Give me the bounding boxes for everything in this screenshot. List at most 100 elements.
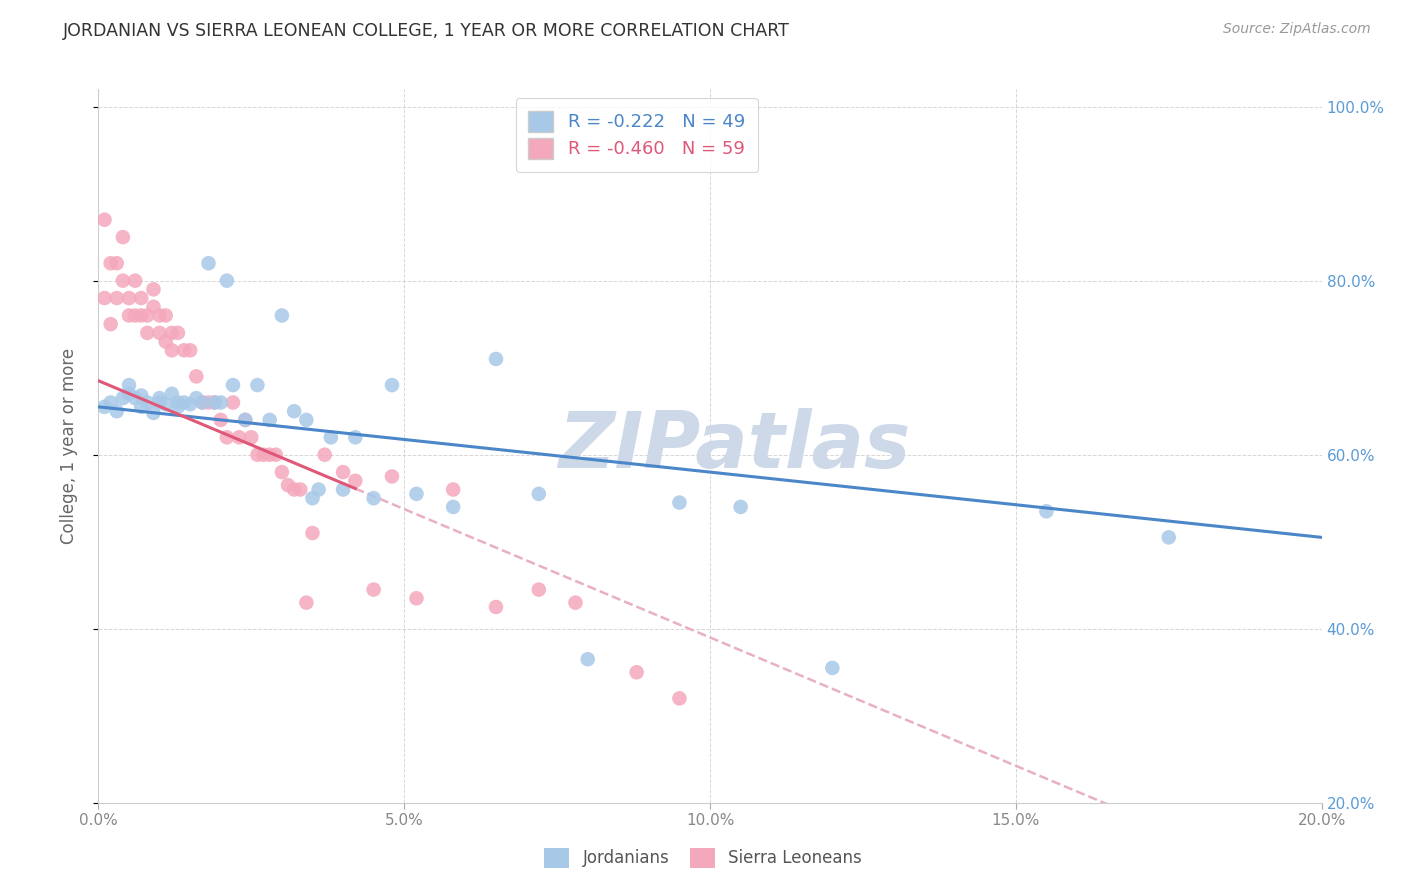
Point: [527, 582, 550, 597]
Point: [142, 406, 165, 420]
Point: [149, 326, 172, 340]
Point: [149, 391, 172, 405]
Point: [93, 400, 115, 414]
Point: [111, 230, 134, 244]
Point: [167, 326, 190, 340]
Point: [209, 395, 232, 409]
Point: [149, 309, 172, 323]
Legend: Jordanians, Sierra Leoneans: Jordanians, Sierra Leoneans: [537, 841, 869, 875]
Point: [485, 599, 508, 614]
Point: [93, 291, 115, 305]
Point: [155, 309, 177, 323]
Point: [209, 413, 232, 427]
Point: [204, 395, 226, 409]
Point: [105, 256, 128, 270]
Point: [730, 500, 752, 514]
Point: [259, 448, 281, 462]
Point: [111, 391, 134, 405]
Point: [314, 448, 336, 462]
Point: [215, 430, 238, 444]
Text: ZIPatlas: ZIPatlas: [558, 408, 911, 484]
Point: [155, 334, 177, 349]
Point: [259, 413, 281, 427]
Point: [233, 413, 256, 427]
Point: [105, 404, 128, 418]
Point: [124, 309, 146, 323]
Text: Source: ZipAtlas.com: Source: ZipAtlas.com: [1223, 22, 1371, 37]
Point: [228, 430, 250, 444]
Point: [441, 483, 464, 497]
Point: [283, 483, 305, 497]
Point: [186, 391, 208, 405]
Point: [118, 378, 141, 392]
Point: [441, 500, 464, 514]
Point: [301, 526, 323, 541]
Point: [270, 465, 292, 479]
Point: [301, 491, 323, 506]
Point: [167, 400, 190, 414]
Point: [381, 378, 404, 392]
Point: [155, 397, 177, 411]
Point: [405, 487, 427, 501]
Point: [136, 309, 159, 323]
Point: [295, 413, 318, 427]
Point: [118, 386, 141, 401]
Point: [160, 386, 183, 401]
Point: [204, 395, 226, 409]
Point: [332, 465, 354, 479]
Point: [233, 413, 256, 427]
Point: [283, 404, 305, 418]
Point: [129, 309, 152, 323]
Point: [222, 378, 245, 392]
Point: [129, 400, 152, 414]
Point: [246, 378, 269, 392]
Point: [381, 469, 404, 483]
Point: [405, 591, 427, 606]
Legend: R = -0.222   N = 49, R = -0.460   N = 59: R = -0.222 N = 49, R = -0.460 N = 59: [516, 98, 758, 171]
Y-axis label: College, 1 year or more: College, 1 year or more: [59, 348, 77, 544]
Point: [252, 448, 274, 462]
Point: [160, 326, 183, 340]
Point: [295, 596, 318, 610]
Point: [344, 474, 367, 488]
Point: [186, 369, 208, 384]
Point: [129, 291, 152, 305]
Point: [118, 309, 141, 323]
Point: [1035, 504, 1057, 518]
Point: [191, 395, 214, 409]
Text: JORDANIAN VS SIERRA LEONEAN COLLEGE, 1 YEAR OR MORE CORRELATION CHART: JORDANIAN VS SIERRA LEONEAN COLLEGE, 1 Y…: [63, 22, 790, 40]
Point: [363, 582, 385, 597]
Point: [118, 291, 141, 305]
Point: [197, 256, 219, 270]
Point: [222, 395, 245, 409]
Point: [160, 343, 183, 358]
Point: [197, 395, 219, 409]
Point: [821, 661, 844, 675]
Point: [124, 391, 146, 405]
Point: [179, 343, 201, 358]
Point: [668, 495, 690, 509]
Point: [191, 395, 214, 409]
Point: [142, 282, 165, 296]
Point: [149, 395, 172, 409]
Point: [308, 483, 330, 497]
Point: [111, 274, 134, 288]
Point: [527, 487, 550, 501]
Point: [136, 395, 159, 409]
Point: [277, 478, 299, 492]
Point: [485, 351, 508, 366]
Point: [668, 691, 690, 706]
Point: [100, 317, 122, 331]
Point: [93, 212, 115, 227]
Point: [270, 309, 292, 323]
Point: [105, 291, 128, 305]
Point: [344, 430, 367, 444]
Point: [264, 448, 287, 462]
Point: [246, 448, 269, 462]
Point: [173, 343, 195, 358]
Point: [626, 665, 648, 680]
Point: [136, 326, 159, 340]
Point: [179, 397, 201, 411]
Point: [100, 395, 122, 409]
Point: [129, 388, 152, 402]
